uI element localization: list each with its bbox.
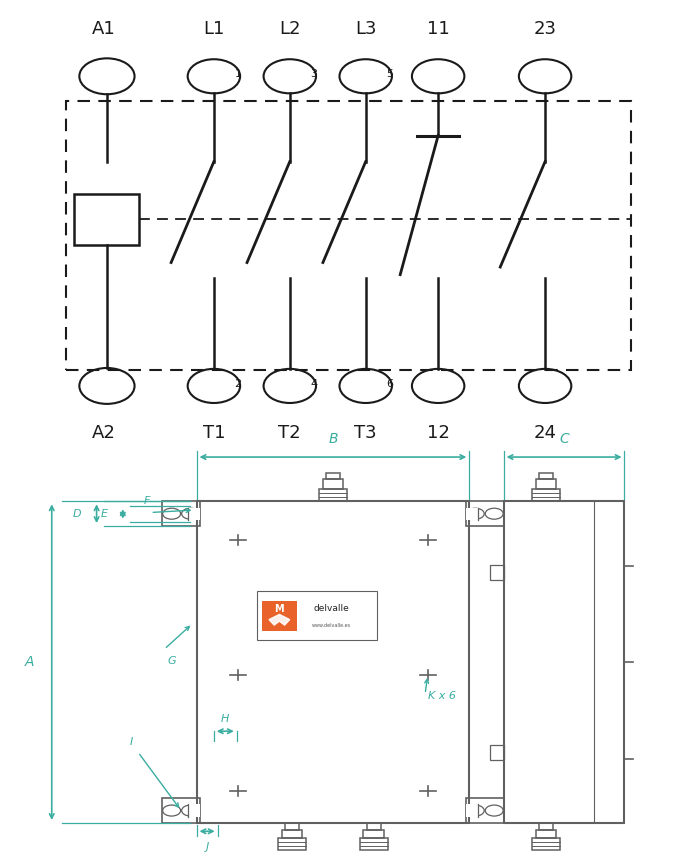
Text: 4: 4 bbox=[310, 379, 317, 388]
Text: A2: A2 bbox=[92, 424, 115, 442]
Bar bbox=[532, 838, 560, 850]
Bar bbox=[326, 473, 339, 480]
Bar bbox=[504, 501, 624, 822]
Text: 3: 3 bbox=[310, 69, 317, 79]
Bar bbox=[466, 501, 504, 526]
Text: 1: 1 bbox=[235, 69, 242, 79]
Text: K x 6: K x 6 bbox=[428, 691, 457, 702]
Bar bbox=[319, 488, 346, 501]
Text: 11: 11 bbox=[427, 20, 449, 38]
Bar bbox=[66, 101, 631, 370]
Bar bbox=[197, 501, 469, 822]
Bar bbox=[285, 822, 299, 829]
Text: 6: 6 bbox=[386, 379, 393, 388]
Bar bbox=[466, 798, 504, 822]
Text: C: C bbox=[559, 432, 569, 446]
Text: 5: 5 bbox=[386, 69, 393, 79]
Bar bbox=[262, 601, 297, 631]
Text: M: M bbox=[275, 604, 284, 614]
Bar bbox=[539, 473, 553, 480]
Text: J: J bbox=[206, 842, 208, 852]
Bar bbox=[188, 804, 200, 816]
Text: www.delvalle.es: www.delvalle.es bbox=[312, 622, 351, 627]
Bar bbox=[282, 829, 302, 838]
Bar bbox=[162, 501, 200, 526]
Bar bbox=[490, 745, 504, 759]
Bar bbox=[532, 488, 560, 501]
Bar bbox=[490, 564, 504, 580]
Bar bbox=[188, 507, 200, 520]
Bar bbox=[162, 798, 200, 822]
Text: E: E bbox=[101, 509, 108, 519]
Text: L1: L1 bbox=[204, 20, 224, 38]
Bar bbox=[466, 507, 478, 520]
Bar bbox=[257, 591, 377, 639]
Text: delvalle: delvalle bbox=[313, 603, 349, 613]
Text: L3: L3 bbox=[355, 20, 377, 38]
Text: I: I bbox=[130, 737, 132, 747]
Text: H: H bbox=[221, 714, 230, 723]
Text: 24: 24 bbox=[533, 424, 557, 442]
Bar bbox=[367, 822, 381, 829]
Text: A1: A1 bbox=[92, 20, 115, 38]
Text: T1: T1 bbox=[203, 424, 225, 442]
Text: L2: L2 bbox=[279, 20, 301, 38]
Text: D: D bbox=[73, 508, 81, 519]
Bar bbox=[535, 829, 556, 838]
Text: T2: T2 bbox=[279, 424, 301, 442]
Text: B: B bbox=[328, 432, 337, 446]
Bar bbox=[322, 480, 344, 488]
Text: 12: 12 bbox=[426, 424, 450, 442]
Text: G: G bbox=[168, 656, 177, 665]
Text: 23: 23 bbox=[533, 20, 557, 38]
Bar bbox=[360, 838, 388, 850]
Text: F: F bbox=[144, 496, 150, 506]
Text: A: A bbox=[25, 655, 34, 669]
Text: T3: T3 bbox=[355, 424, 377, 442]
Bar bbox=[535, 480, 556, 488]
Bar bbox=[278, 838, 306, 850]
Bar bbox=[539, 822, 553, 829]
Text: 2: 2 bbox=[235, 379, 242, 388]
Bar bbox=[74, 194, 139, 244]
Polygon shape bbox=[269, 614, 290, 625]
Bar bbox=[466, 804, 478, 816]
Bar bbox=[364, 829, 384, 838]
